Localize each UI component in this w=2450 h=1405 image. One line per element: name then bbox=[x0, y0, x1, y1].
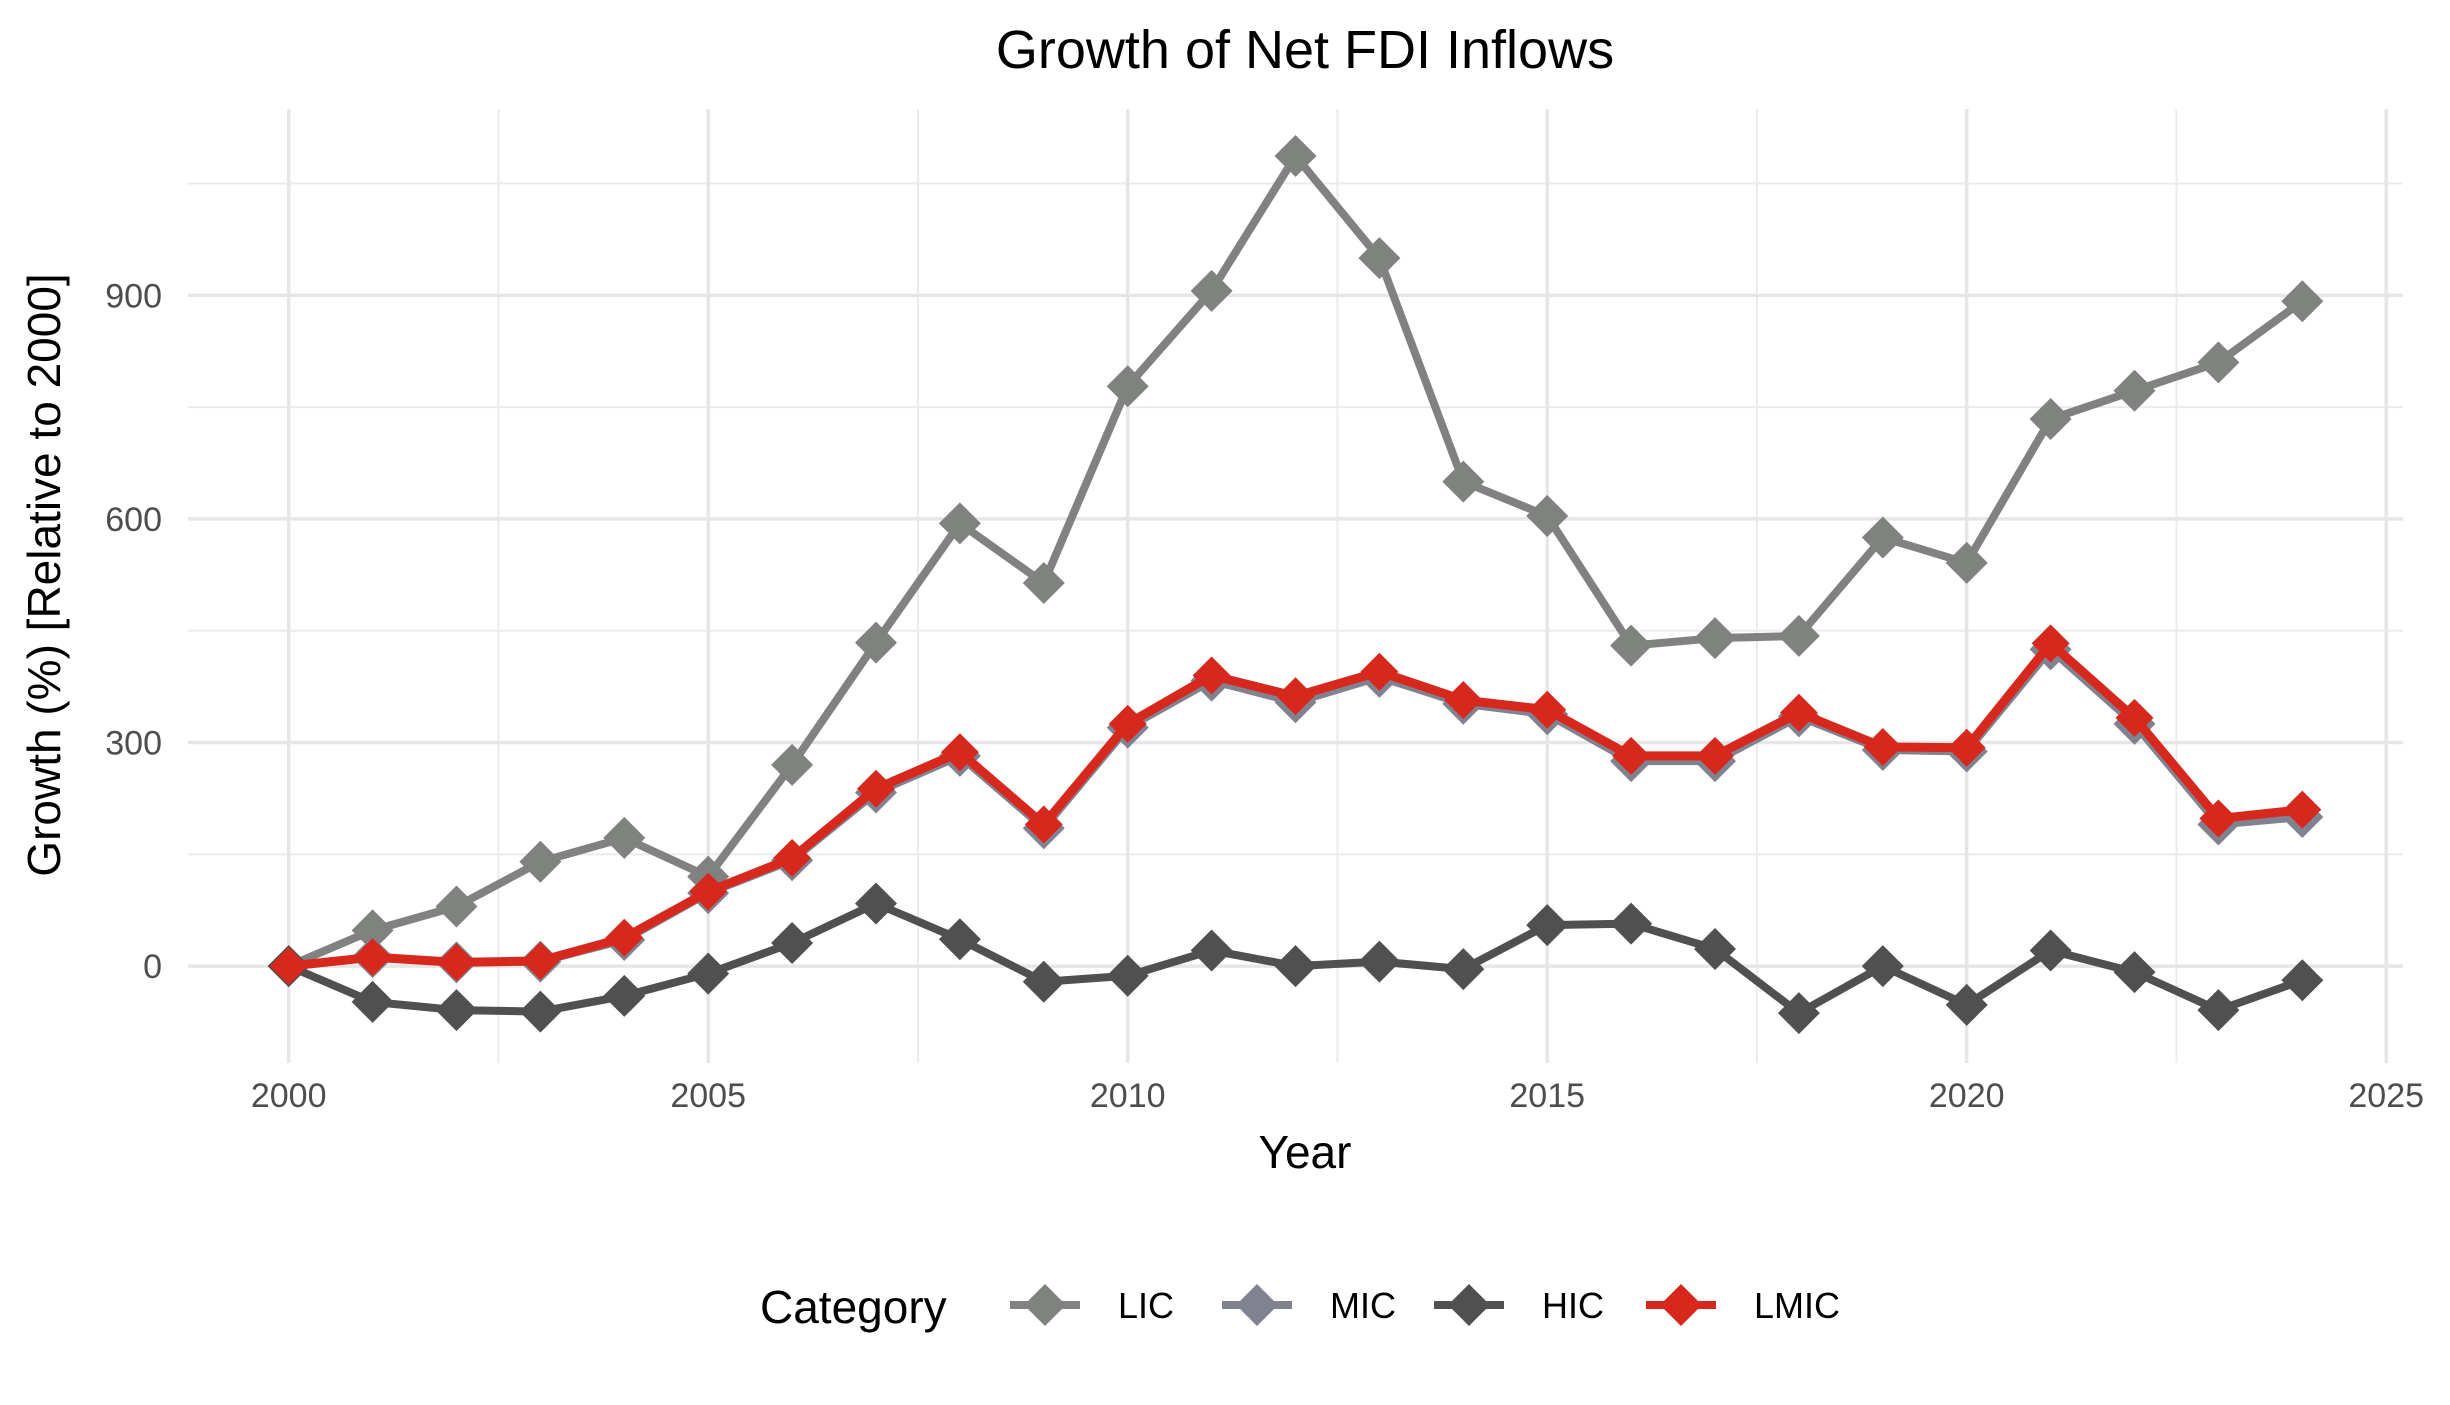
x-axis-ticks: 2000 2005 2010 2015 2020 2025 bbox=[251, 1077, 2424, 1115]
grid bbox=[188, 109, 2403, 1063]
x-tick-label: 2020 bbox=[1929, 1077, 2005, 1115]
legend-key-hic bbox=[1434, 1284, 1504, 1326]
series-hic bbox=[267, 882, 2324, 1035]
series-line-lmic bbox=[288, 638, 2303, 971]
y-axis-ticks: 0 300 600 900 bbox=[105, 277, 162, 986]
legend-label-lmic: LMIC bbox=[1754, 1285, 1840, 1326]
x-tick-label: 2005 bbox=[670, 1077, 746, 1115]
x-tick-label: 2000 bbox=[251, 1077, 327, 1115]
series-lmic bbox=[269, 624, 2322, 986]
legend-key-lmic bbox=[1646, 1284, 1716, 1326]
legend-marker-lmic bbox=[1660, 1284, 1702, 1326]
y-tick-label: 0 bbox=[143, 948, 162, 986]
legend-title: Category bbox=[760, 1281, 947, 1333]
y-tick-label: 300 bbox=[105, 725, 162, 763]
series-lic bbox=[267, 134, 2324, 988]
series-line-hic bbox=[287, 899, 2304, 1018]
legend-label-mic: MIC bbox=[1330, 1285, 1396, 1326]
y-tick-label: 600 bbox=[105, 501, 162, 539]
x-tick-label: 2025 bbox=[2348, 1077, 2424, 1115]
legend-marker-mic bbox=[1236, 1284, 1278, 1326]
legend-key-mic bbox=[1222, 1284, 1292, 1326]
legend-marker-hic bbox=[1448, 1284, 1490, 1326]
series-layer bbox=[267, 134, 2324, 1035]
legend-label-hic: HIC bbox=[1542, 1285, 1604, 1326]
y-axis-title: Growth (%) [Relative to 2000] bbox=[18, 273, 70, 876]
legend-key-lic bbox=[1010, 1284, 1080, 1326]
legend: Category LIC MIC HIC LMIC bbox=[760, 1281, 1840, 1333]
series-line-lic bbox=[287, 151, 2305, 970]
x-axis-title: Year bbox=[1259, 1126, 1352, 1178]
x-tick-label: 2015 bbox=[1509, 1077, 1585, 1115]
y-tick-label: 900 bbox=[105, 277, 162, 315]
chart-title: Growth of Net FDI Inflows bbox=[996, 20, 1614, 80]
legend-label-lic: LIC bbox=[1118, 1285, 1174, 1326]
x-tick-label: 2010 bbox=[1090, 1077, 1166, 1115]
legend-marker-lic bbox=[1024, 1284, 1066, 1326]
